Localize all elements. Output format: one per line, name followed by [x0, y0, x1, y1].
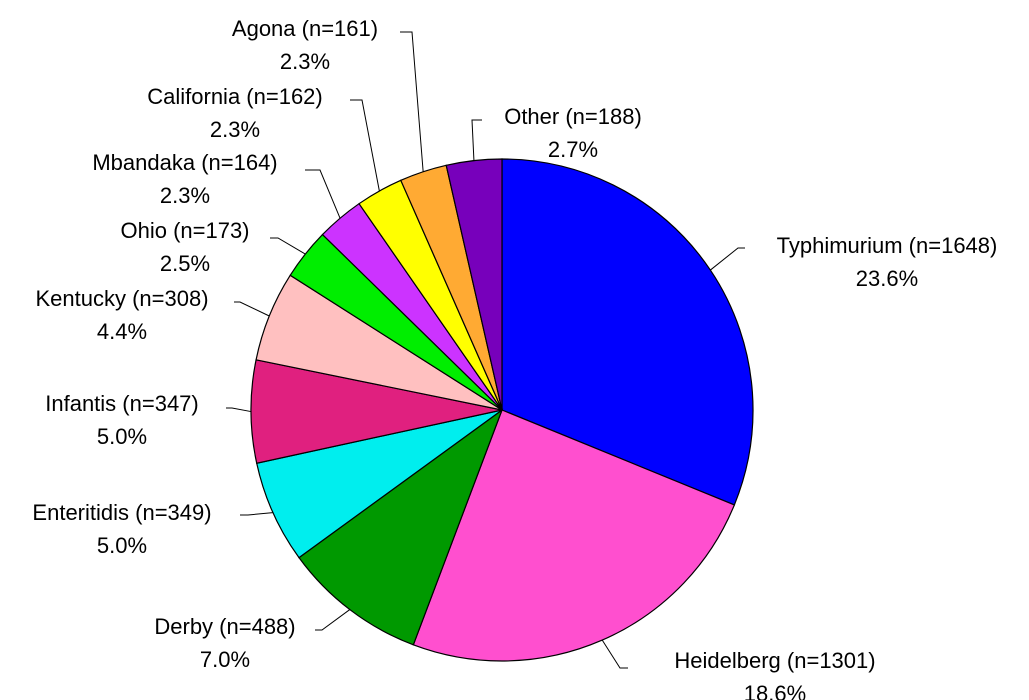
slice-label: Derby (n=488): [154, 614, 295, 639]
slice-value-label: 2.3%: [280, 49, 330, 74]
slice-label: Ohio (n=173): [120, 218, 249, 243]
leader-line: [270, 237, 306, 255]
slice-value-label: 4.4%: [97, 319, 147, 344]
slice-value-label: 7.0%: [200, 647, 250, 672]
leader-line: [226, 407, 252, 413]
slice-value-label: 5.0%: [97, 424, 147, 449]
slice-value-label: 18.6%: [744, 681, 806, 700]
slice-value-label: 2.5%: [160, 251, 210, 276]
slice-label: Kentucky (n=308): [35, 286, 208, 311]
slice-label: Typhimurium (n=1648): [777, 233, 998, 258]
slice-value-label: 2.3%: [160, 183, 210, 208]
slice-value-label: 2.7%: [548, 137, 598, 162]
slice-label: Infantis (n=347): [45, 391, 198, 416]
slice-value-label: 23.6%: [856, 266, 918, 291]
slice-value-label: 2.3%: [210, 117, 260, 142]
pie-slice: [445, 158, 503, 411]
slice-label: Agona (n=161): [232, 16, 378, 41]
leader-line: [710, 247, 745, 271]
leader-line: [601, 639, 628, 669]
leader-line: [305, 169, 341, 219]
leader-line: [400, 31, 424, 172]
slice-label: California (n=162): [147, 84, 322, 109]
leader-line: [471, 119, 482, 161]
slice-label: Enteritidis (n=349): [32, 500, 211, 525]
leader-line: [234, 301, 270, 317]
leader-line: [350, 99, 380, 192]
slice-label: Heidelberg (n=1301): [674, 648, 875, 673]
leader-line: [240, 512, 273, 516]
slice-value-label: 5.0%: [97, 533, 147, 558]
leader-line: [315, 609, 351, 631]
slice-label: Mbandaka (n=164): [92, 150, 277, 175]
slice-label: Other (n=188): [504, 104, 642, 129]
